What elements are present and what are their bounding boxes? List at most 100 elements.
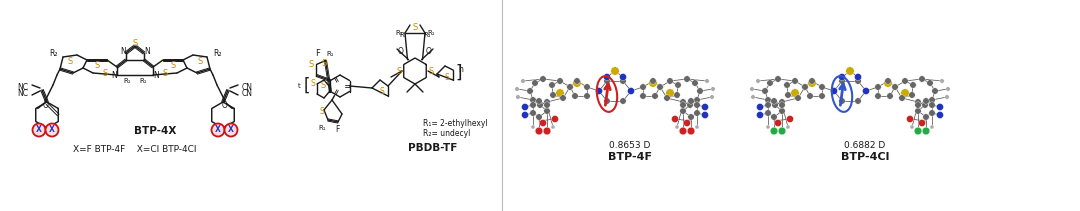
- Text: O: O: [43, 101, 49, 110]
- Circle shape: [45, 123, 58, 137]
- Circle shape: [756, 104, 764, 111]
- Text: S: S: [321, 81, 326, 91]
- Circle shape: [774, 119, 782, 127]
- Circle shape: [212, 123, 225, 137]
- Text: S: S: [396, 66, 402, 76]
- Text: S: S: [445, 73, 449, 83]
- Text: S: S: [322, 60, 326, 69]
- Circle shape: [795, 95, 801, 101]
- Circle shape: [572, 79, 581, 87]
- Circle shape: [915, 102, 921, 108]
- Circle shape: [772, 102, 779, 108]
- Text: 0.8653 D: 0.8653 D: [609, 141, 650, 150]
- Circle shape: [516, 95, 521, 99]
- Circle shape: [675, 82, 681, 88]
- Text: S: S: [380, 88, 384, 96]
- Circle shape: [530, 110, 536, 116]
- Circle shape: [693, 97, 700, 103]
- Circle shape: [887, 93, 893, 99]
- Circle shape: [910, 125, 914, 129]
- Text: N: N: [111, 70, 117, 80]
- Circle shape: [770, 127, 778, 135]
- Circle shape: [711, 87, 715, 91]
- Text: S: S: [94, 61, 99, 69]
- Text: NC: NC: [17, 83, 28, 92]
- Circle shape: [831, 88, 837, 95]
- Text: S: S: [413, 23, 418, 31]
- Circle shape: [766, 125, 770, 129]
- Text: BTP-4Cl: BTP-4Cl: [841, 152, 889, 162]
- Circle shape: [604, 73, 610, 81]
- Circle shape: [819, 84, 825, 90]
- Circle shape: [922, 114, 929, 120]
- Circle shape: [604, 98, 610, 104]
- Circle shape: [522, 104, 528, 111]
- Circle shape: [687, 102, 693, 108]
- Circle shape: [687, 127, 694, 135]
- Circle shape: [556, 89, 564, 97]
- Text: CN: CN: [242, 89, 253, 99]
- Text: S: S: [309, 60, 314, 69]
- Circle shape: [571, 93, 578, 99]
- Circle shape: [750, 87, 754, 91]
- Circle shape: [946, 87, 950, 91]
- Circle shape: [915, 108, 921, 114]
- Text: R₂: R₂: [213, 49, 221, 58]
- Text: R₁: R₁: [326, 51, 334, 57]
- Circle shape: [657, 84, 663, 90]
- Circle shape: [515, 87, 519, 91]
- Circle shape: [761, 88, 768, 94]
- Circle shape: [784, 82, 791, 88]
- Text: [: [: [303, 77, 310, 95]
- Text: R₁: R₁: [123, 78, 131, 84]
- Text: S: S: [162, 69, 167, 77]
- Circle shape: [922, 127, 930, 135]
- Circle shape: [930, 125, 934, 129]
- Text: R₁: R₁: [400, 32, 407, 38]
- Circle shape: [751, 95, 755, 99]
- Circle shape: [693, 110, 700, 116]
- Circle shape: [927, 80, 933, 86]
- Text: S: S: [311, 80, 315, 88]
- Text: F: F: [315, 50, 321, 58]
- Circle shape: [779, 102, 785, 108]
- Circle shape: [929, 102, 935, 108]
- Circle shape: [940, 79, 944, 83]
- Circle shape: [696, 125, 699, 129]
- Circle shape: [679, 102, 686, 108]
- Circle shape: [611, 67, 619, 75]
- Circle shape: [530, 102, 536, 108]
- Circle shape: [771, 114, 778, 120]
- Circle shape: [918, 119, 926, 127]
- Circle shape: [899, 95, 905, 101]
- Circle shape: [604, 78, 610, 84]
- Circle shape: [639, 84, 646, 90]
- Circle shape: [710, 95, 714, 99]
- Circle shape: [839, 78, 846, 84]
- Text: S: S: [320, 107, 324, 116]
- Circle shape: [854, 78, 861, 84]
- Circle shape: [915, 99, 921, 105]
- Circle shape: [875, 93, 881, 99]
- Text: S: S: [198, 57, 203, 65]
- Circle shape: [693, 102, 700, 108]
- Circle shape: [595, 88, 603, 95]
- Circle shape: [540, 76, 546, 82]
- Circle shape: [791, 89, 799, 97]
- Circle shape: [639, 93, 646, 99]
- Circle shape: [665, 89, 674, 97]
- Circle shape: [549, 82, 555, 88]
- Circle shape: [945, 95, 949, 99]
- Circle shape: [537, 102, 543, 108]
- Circle shape: [584, 93, 590, 99]
- Circle shape: [839, 98, 846, 104]
- Text: X: X: [36, 126, 42, 134]
- Circle shape: [901, 89, 909, 97]
- Text: R₂= undecyl: R₂= undecyl: [423, 130, 471, 138]
- Circle shape: [765, 97, 771, 103]
- Circle shape: [684, 76, 690, 82]
- Circle shape: [922, 102, 928, 108]
- Circle shape: [922, 98, 929, 104]
- Circle shape: [705, 79, 710, 83]
- Circle shape: [688, 114, 694, 120]
